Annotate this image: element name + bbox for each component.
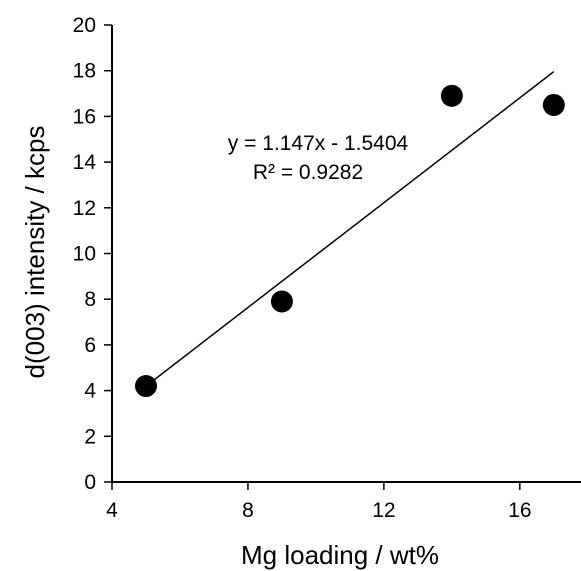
y-axis-title: d(003) intensity / kcps (20, 126, 50, 379)
x-tick-label: 8 (242, 499, 254, 522)
y-tick-label: 20 (73, 14, 96, 37)
y-tick-label: 2 (84, 425, 96, 448)
y-tick-label: 18 (73, 60, 96, 83)
trendline (145, 71, 555, 387)
data-point (542, 93, 565, 116)
r-squared-label: R² = 0.9282 (253, 161, 363, 184)
y-tick-label: 14 (73, 151, 97, 174)
axes (111, 25, 581, 483)
y-tick-label: 4 (84, 380, 96, 403)
trendline-equation: y = 1.147x - 1.5404 (228, 132, 409, 155)
x-tick-label: 16 (508, 499, 531, 522)
y-tick-label: 10 (73, 243, 96, 266)
data-point (270, 290, 293, 313)
trendline-layer (145, 71, 555, 387)
y-tick-label: 8 (84, 288, 96, 311)
y-tick-label: 0 (84, 471, 96, 494)
data-points (134, 84, 565, 398)
x-axis-title: Mg loading / wt% (241, 540, 439, 570)
x-tick-label: 4 (106, 499, 118, 522)
data-point (440, 84, 463, 107)
data-point (134, 375, 157, 398)
y-tick-label: 6 (84, 334, 96, 357)
y-tick-label: 12 (73, 197, 96, 220)
x-tick-label: 12 (372, 499, 395, 522)
axis-ticks: 0 2 4 6 8 10 12 14 16 18 20 4 8 12 16 (73, 14, 532, 522)
y-tick-label: 16 (73, 105, 96, 128)
